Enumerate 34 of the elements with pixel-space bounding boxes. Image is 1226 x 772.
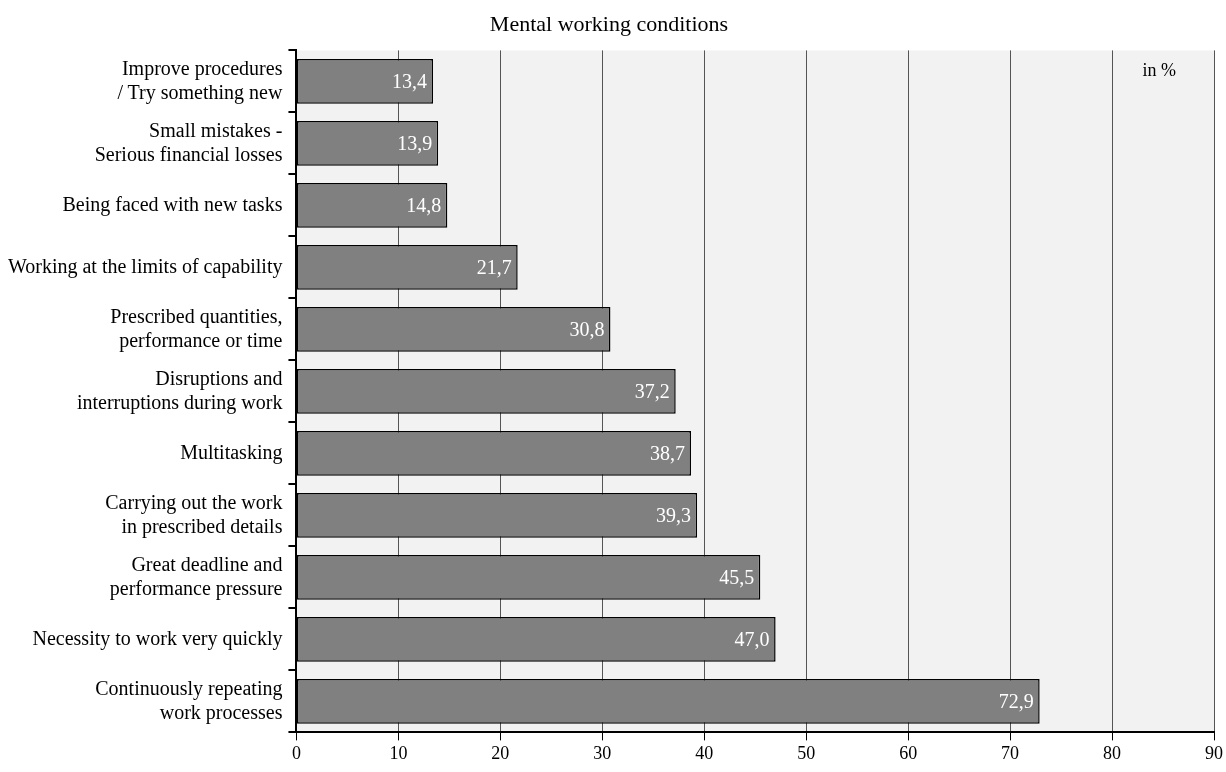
data-label: 30,8	[569, 317, 605, 340]
x-tick-label: 50	[797, 742, 816, 763]
x-tick-label: 0	[291, 742, 301, 763]
y-tick-label: Multitasking	[180, 440, 283, 464]
y-tick-label: Great deadline and performance pressure	[109, 552, 283, 600]
y-tick-label: Improve procedures / Try something new	[117, 56, 283, 104]
y-tick-label: Working at the limits of capability	[7, 254, 283, 278]
x-tick-label: 30	[593, 742, 612, 763]
y-tick-label: Disruptions and interruptions during work	[76, 366, 283, 414]
data-label: 39,3	[656, 503, 692, 526]
y-tick-label: Prescribed quantities, performance or time	[110, 304, 283, 352]
data-label: 37,2	[634, 379, 670, 402]
x-tick-label: 20	[491, 742, 510, 763]
data-label: 13,9	[397, 131, 433, 154]
data-label: 47,0	[734, 627, 770, 650]
data-label: 13,4	[392, 69, 428, 92]
data-label: 21,7	[476, 255, 512, 278]
data-label: 14,8	[406, 193, 442, 216]
x-tick-label: 40	[695, 742, 714, 763]
data-label: 45,5	[719, 565, 755, 588]
y-tick-label: Small mistakes - Serious financial losses	[94, 118, 283, 165]
x-tick-label: 10	[389, 742, 408, 763]
y-tick-label: Necessity to work very quickly	[32, 626, 283, 650]
x-tick-label: 90	[1205, 742, 1223, 763]
data-label: 38,7	[649, 441, 685, 464]
y-tick-label: Carrying out the work in prescribed details	[105, 490, 283, 538]
chart-title: Mental working conditions	[489, 10, 729, 36]
y-tick-label: Continuously repeating work processes	[95, 676, 283, 724]
x-tick-label: 70	[1001, 742, 1020, 763]
x-tick-label: 60	[899, 742, 918, 763]
annotation: in %	[1142, 60, 1176, 81]
y-tick-label: Being faced with new tasks	[62, 192, 283, 216]
x-tick-label: 80	[1103, 742, 1122, 763]
data-label: 72,9	[998, 689, 1034, 712]
